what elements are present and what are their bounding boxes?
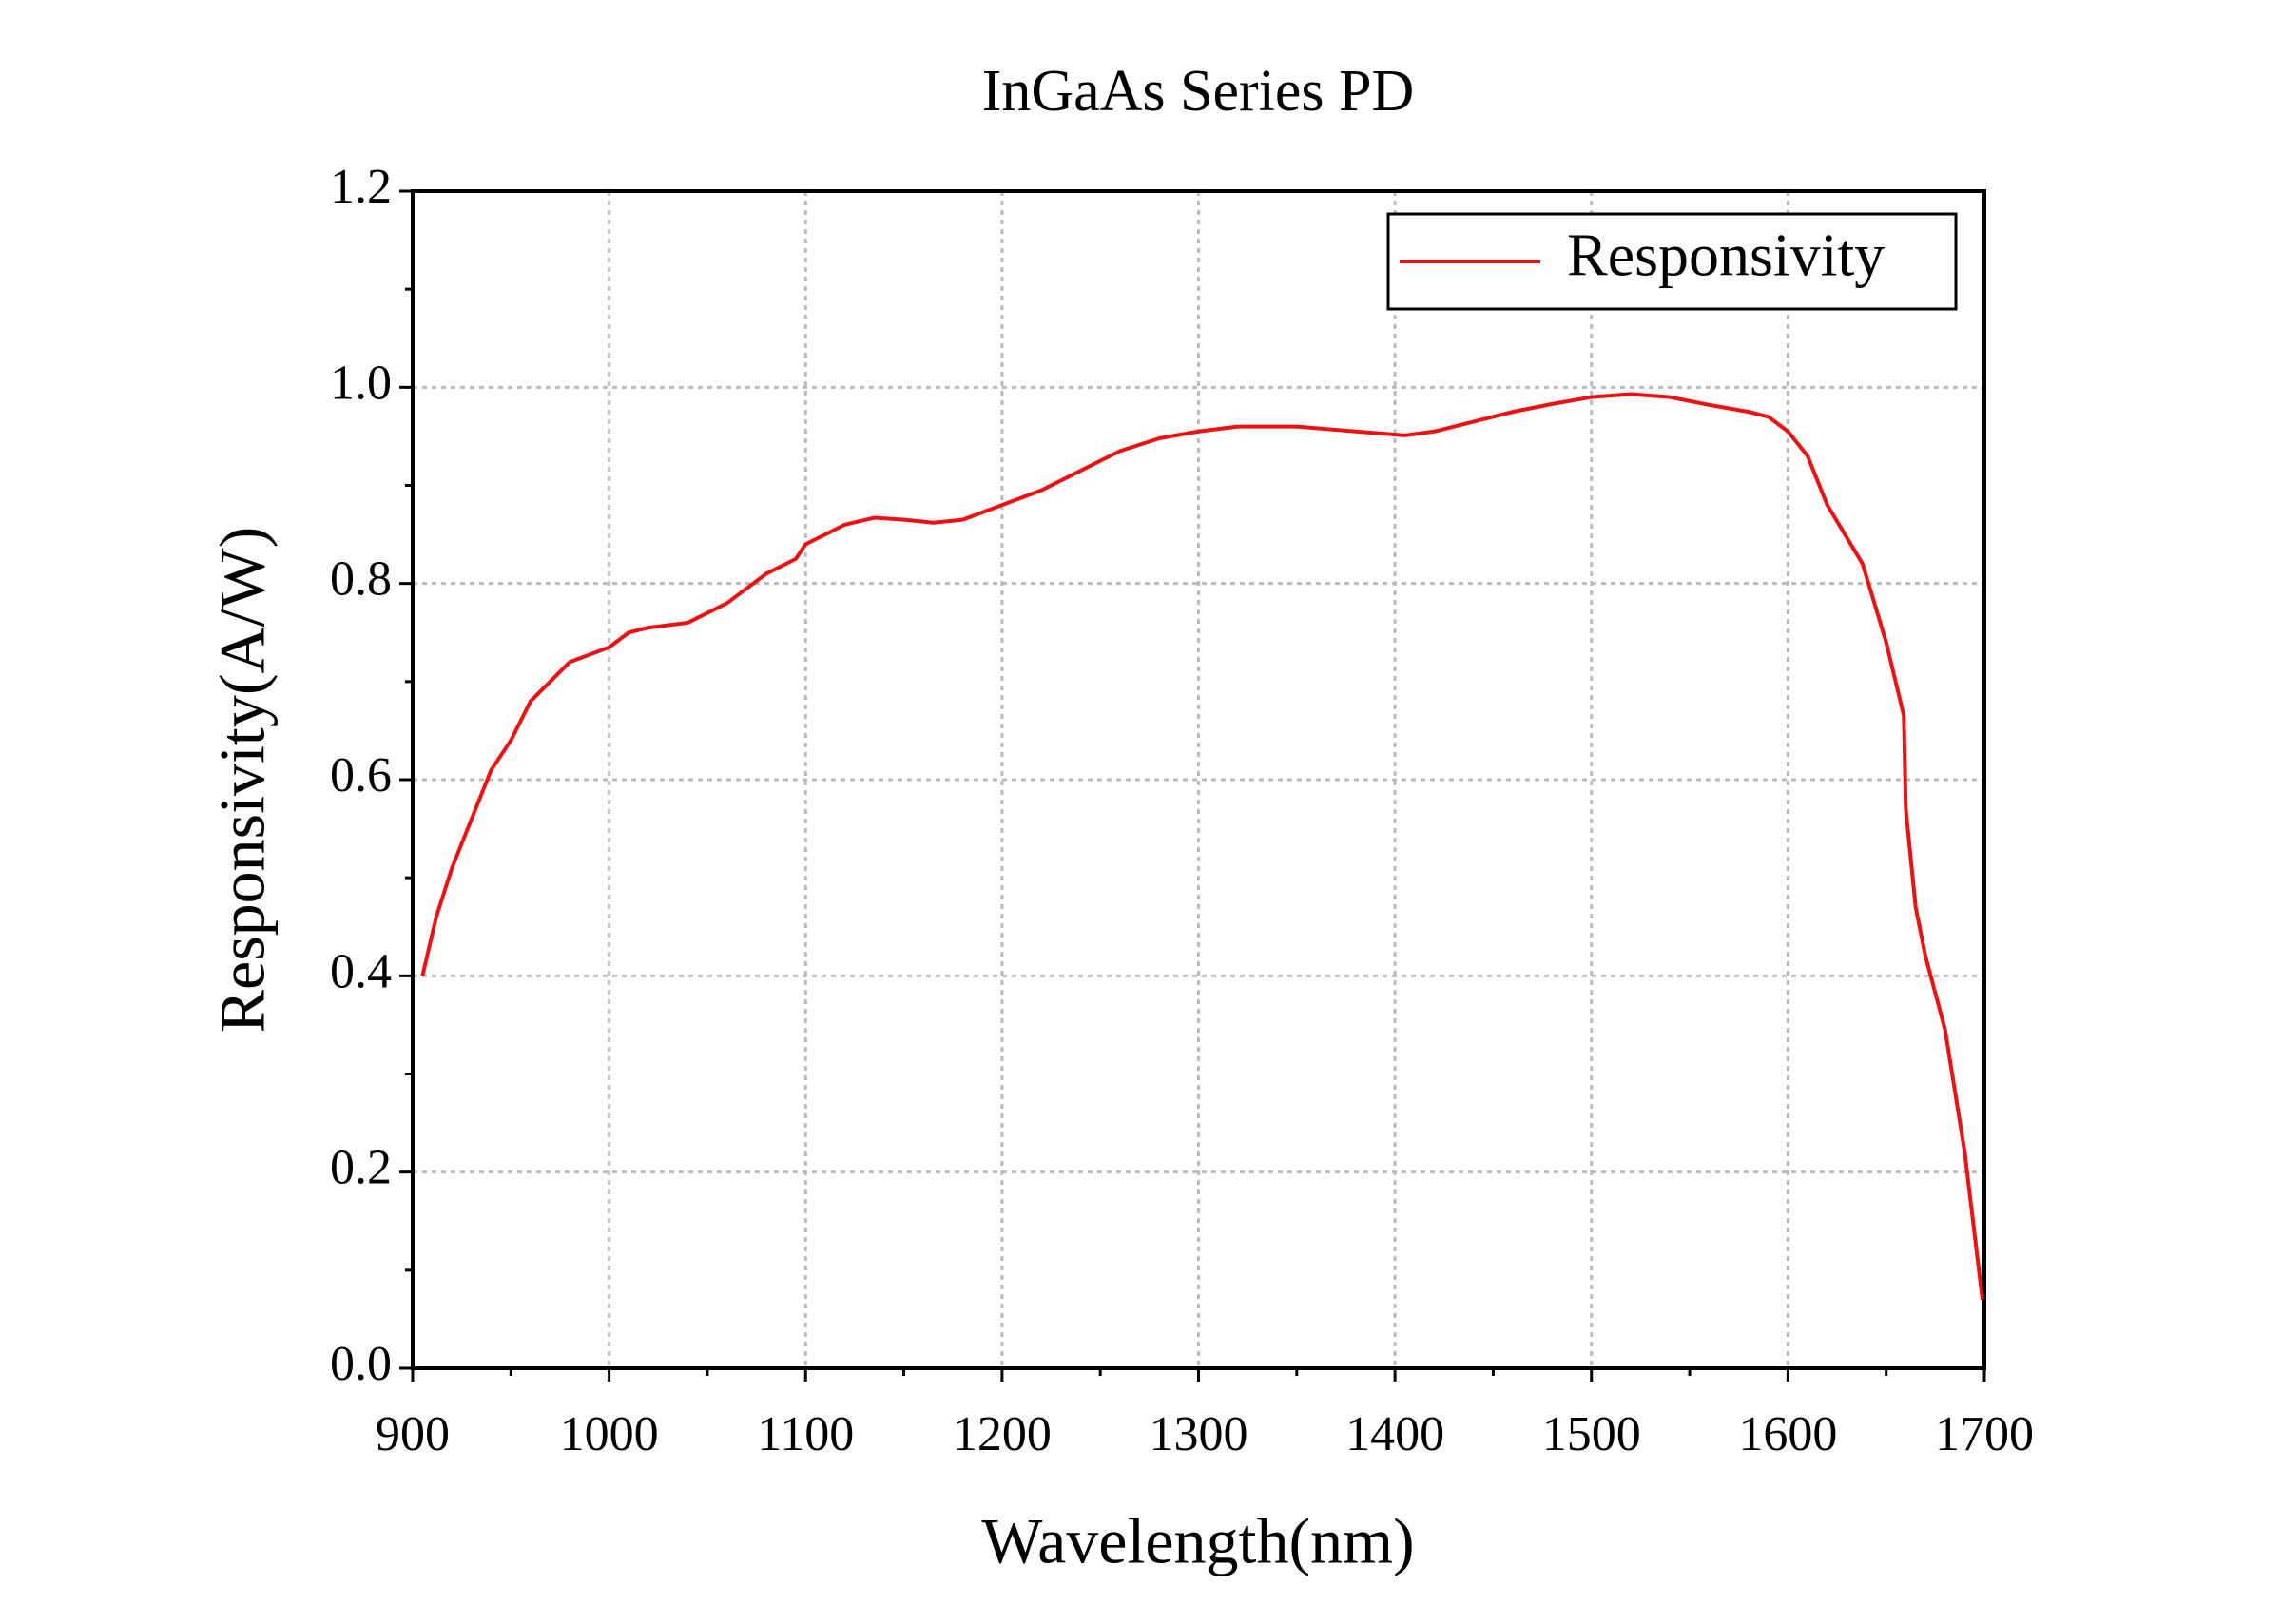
x-tick-label: 1100 [757,1407,854,1461]
x-tick-label: 1200 [953,1407,1052,1461]
x-tick-label: 900 [376,1407,450,1461]
legend-box [1386,212,1958,311]
y-tick-label: 1.0 [330,356,392,410]
x-tick-label: 1600 [1738,1407,1837,1461]
plot-frame [411,189,1986,1370]
legend-label: Responsivity [1567,222,1885,289]
y-tick-label: 1.2 [330,160,392,214]
chart-title: InGaAs Series PD [982,59,1415,124]
y-tick-label: 0.4 [330,944,392,998]
x-tick-label: 1700 [1935,1407,2034,1461]
x-axis-label: Wavelength(nm) [981,1505,1414,1577]
x-tick-label: 1500 [1542,1407,1641,1461]
x-tick-label: 1400 [1345,1407,1444,1461]
x-tick-label: 1000 [560,1407,659,1461]
y-tick-label: 0.6 [330,748,392,802]
y-axis-label: Responsivity(A/W) [206,527,279,1034]
line [420,392,1984,1301]
y-tick-label: 0.2 [330,1141,392,1195]
x-tick-label: 1300 [1150,1407,1248,1461]
y-tick-label: 0.8 [330,552,392,607]
y-tick-label: 0.0 [330,1337,392,1391]
